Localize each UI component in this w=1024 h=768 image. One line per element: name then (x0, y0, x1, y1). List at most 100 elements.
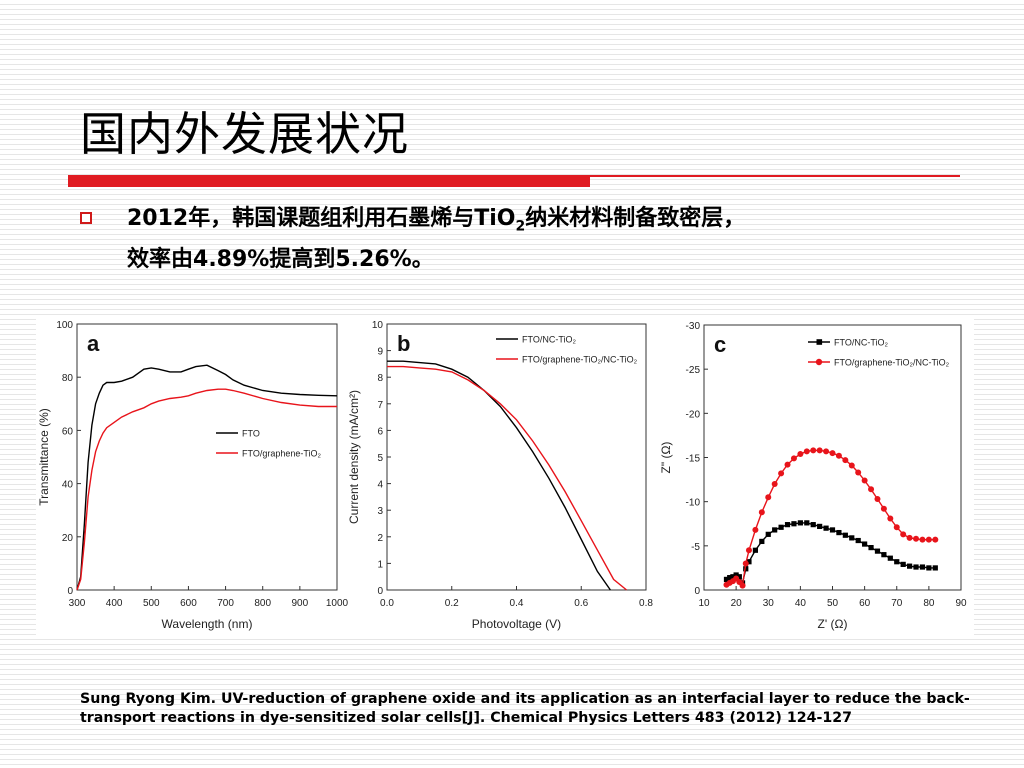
data-point (913, 535, 920, 542)
data-point (790, 455, 797, 462)
y-tick-label: 80 (62, 373, 74, 384)
bullet-efficiency-old: 4.89% (193, 247, 270, 273)
bullet-text-part: 年，韩国课题组利用石墨烯与 (188, 206, 475, 231)
x-tick-label: 30 (763, 598, 775, 609)
data-point (742, 560, 749, 567)
data-point (771, 481, 778, 487)
data-point (784, 522, 791, 528)
bullet-text: 2012年，韩国课题组利用石墨烯与TiO2纳米材料制备致密层， 效率由4.89%… (127, 202, 967, 277)
x-axis-title: Z' (Ω) (818, 617, 848, 631)
x-tick-label: 20 (731, 598, 743, 609)
data-point (723, 576, 730, 582)
y-tick-label: 0 (694, 586, 700, 597)
data-point (868, 486, 875, 493)
data-point (861, 477, 868, 484)
data-point (772, 527, 778, 533)
x-tick-label: 80 (923, 598, 935, 609)
data-point (810, 447, 817, 454)
data-point (752, 547, 758, 553)
plot-frame (703, 324, 962, 591)
data-point (868, 545, 874, 551)
legend-label: FTO/NC-TiO₂ (522, 335, 576, 345)
data-point (778, 470, 785, 477)
x-axis-title: Photovoltage (V) (472, 617, 561, 631)
x-tick-label: 50 (827, 598, 839, 609)
y-tick-label: 8 (377, 373, 383, 384)
x-tick-label: 0.0 (380, 598, 394, 609)
data-point (855, 469, 862, 476)
y-tick-label: -25 (686, 365, 701, 376)
data-point (913, 564, 919, 570)
x-tick-label: 600 (180, 598, 197, 609)
y-tick-label: 7 (377, 400, 383, 411)
x-tick-label: 0.6 (574, 598, 588, 609)
data-point (765, 494, 772, 501)
x-tick-label: 1000 (326, 598, 349, 609)
data-point (727, 575, 733, 581)
data-point (758, 509, 765, 516)
legend-label: FTO/graphene-TiO₂/NC-TiO₂ (522, 355, 638, 365)
y-tick-label: -15 (686, 454, 701, 465)
panel-label: b (397, 331, 410, 356)
data-point (862, 541, 868, 547)
y-tick-label: -30 (686, 321, 701, 332)
x-tick-label: 90 (955, 598, 967, 609)
data-point (746, 559, 752, 565)
series-line (76, 364, 338, 591)
legend-marker (816, 339, 823, 345)
data-point (836, 529, 842, 536)
x-tick-label: 70 (891, 598, 903, 609)
data-point (906, 534, 913, 541)
data-point (765, 531, 771, 537)
data-point (849, 535, 855, 541)
data-point (733, 572, 739, 578)
y-tick-label: -5 (691, 542, 700, 553)
x-tick-label: 60 (859, 598, 871, 609)
bullet-year: 2012 (127, 206, 189, 231)
data-point (932, 536, 939, 543)
y-tick-label: 2 (377, 533, 383, 544)
bullet-line-2: 效率由4.89%提高到5.26%。 (127, 243, 967, 277)
data-point (900, 561, 906, 567)
series-line (76, 388, 337, 591)
x-tick-label: 0.4 (510, 598, 524, 609)
y-tick-label: 40 (62, 480, 74, 491)
x-tick-label: 300 (69, 598, 86, 609)
data-point (900, 531, 907, 538)
legend-label: FTO (242, 429, 260, 439)
x-tick-label: 900 (292, 598, 309, 609)
data-point (907, 563, 913, 569)
y-tick-label: 6 (377, 426, 383, 437)
x-tick-label: 800 (254, 598, 271, 609)
data-point (848, 462, 855, 469)
figure-panel: 300 400 500 600 700 800 900 1000 0 20 40 60 80 100 Wav… (36, 315, 974, 637)
data-point (893, 524, 900, 531)
data-point (880, 505, 887, 512)
y-tick-label: 10 (372, 320, 384, 331)
data-point (823, 525, 829, 531)
x-tick-label: 0.8 (639, 598, 653, 609)
y-tick-label: 20 (62, 533, 74, 544)
x-tick-label: 700 (217, 598, 234, 609)
data-point (835, 452, 842, 459)
data-point (797, 450, 804, 457)
data-point (874, 548, 881, 554)
data-point (804, 520, 810, 526)
bullet-text-part: 提高到 (269, 247, 336, 273)
data-point (881, 552, 887, 558)
y-tick-label: -20 (686, 409, 701, 420)
y-tick-label: 9 (377, 347, 383, 358)
title-underline (68, 175, 590, 187)
data-point (736, 574, 742, 580)
data-point (817, 523, 823, 529)
panel-label: c (714, 332, 726, 357)
title-underline-thin (590, 175, 960, 177)
y-tick-label: -10 (686, 498, 701, 509)
data-point (842, 532, 848, 538)
legend-label: FTO/graphene-TiO₂ (242, 449, 322, 459)
figure-svg: 300 400 500 600 700 800 900 1000020406080100Wav… (37, 320, 967, 631)
data-point (829, 450, 836, 457)
y-axis-title: Z" (Ω) (659, 442, 673, 474)
plot-frame (76, 323, 338, 591)
legend-label: FTO/graphene-TiO₂/NC-TiO₂ (834, 358, 950, 368)
